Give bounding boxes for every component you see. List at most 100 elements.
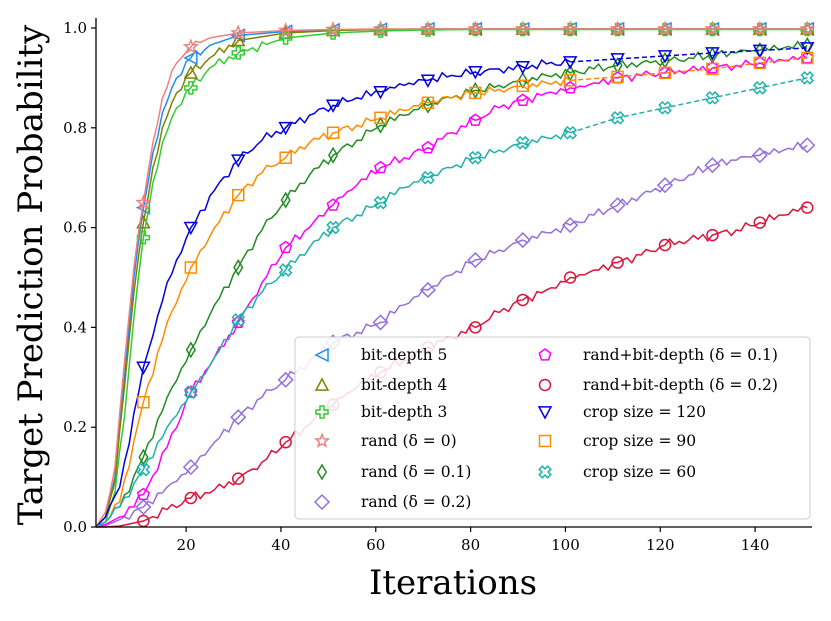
legend-marker-crop-size-120 xyxy=(537,406,553,420)
y-tick-label-0.4: 0.4 xyxy=(63,318,87,336)
point-rand-bit-depth-delta-0-1-91 xyxy=(516,93,530,106)
point-crop-size-90-71 xyxy=(421,96,435,110)
point-crop-size-120-31 xyxy=(230,154,246,168)
point-crop-size-120-91 xyxy=(515,61,531,75)
point-crop-size-120-131 xyxy=(705,47,720,61)
point-rand-delta-0-91 xyxy=(514,20,531,36)
point-bit-depth-3-41 xyxy=(278,31,293,45)
point-rand-bit-depth-delta-0-1-71 xyxy=(421,140,435,154)
point-rand-bit-depth-delta-0-2-31 xyxy=(232,472,245,485)
x-tick-label-20: 20 xyxy=(177,536,196,554)
legend: bit-depth 5 bit-depth 4 bit-depth 3 rand (δ… xyxy=(294,336,811,520)
axes xyxy=(95,18,812,528)
point-crop-size-90-21 xyxy=(184,261,198,274)
point-crop-size-90-61 xyxy=(374,111,387,125)
legend-item-rand-delta-0: rand (δ = 0) xyxy=(313,432,457,450)
line-crop-size-120-solid xyxy=(95,58,571,528)
legend-item-bit-depth-5: bit-depth 5 xyxy=(314,346,447,364)
legend-item-rand-delta-0-1: rand (δ = 0.1) xyxy=(316,463,471,481)
point-crop-size-120-141 xyxy=(752,44,768,59)
legend-marker-rand-bit-depth-delta-0-2 xyxy=(538,378,552,392)
point-rand-bit-depth-delta-0-1-61 xyxy=(373,160,388,174)
legend-item-crop-size-90: crop size = 90 xyxy=(538,432,696,450)
point-rand-bit-depth-delta-0-2-151 xyxy=(801,201,814,214)
legend-marker-rand-delta-0 xyxy=(313,432,331,448)
point-crop-size-120-81 xyxy=(468,66,483,80)
point-rand-delta-0-51 xyxy=(324,20,342,37)
y-tick-label-0: 0.0 xyxy=(63,518,87,536)
point-rand-delta-0-31 xyxy=(230,24,247,40)
point-crop-size-60-11 xyxy=(136,462,151,477)
point-crop-size-60-51 xyxy=(326,220,340,235)
point-crop-size-60-111 xyxy=(610,110,625,125)
point-crop-size-60-61 xyxy=(373,195,388,210)
point-crop-size-90-11 xyxy=(137,395,150,409)
point-rand-delta-0-1-11 xyxy=(138,448,149,466)
point-rand-delta-0-101 xyxy=(562,20,579,36)
point-rand-delta-0-2-61 xyxy=(372,314,389,331)
line-rand-delta-0-2 xyxy=(95,141,808,528)
line-rand-delta-0 xyxy=(95,28,808,528)
point-crop-size-60-91 xyxy=(515,135,530,150)
legend-marker-crop-size-90 xyxy=(538,434,552,448)
legend-label-crop-size-120: crop size = 120 xyxy=(583,403,706,421)
point-rand-delta-0-121 xyxy=(656,20,674,36)
legend-item-crop-size-60: crop size = 60 xyxy=(538,463,696,481)
ticks: 20 40 60 80 100 120 140 0.0 0.2 0.4 0.6 0.8 1.0 xyxy=(63,19,769,554)
line-crop-size-60-solid xyxy=(95,128,571,528)
point-rand-delta-0-2-91 xyxy=(514,232,531,249)
legend-label-bit-depth-3: bit-depth 3 xyxy=(361,403,447,421)
point-crop-size-120-101 xyxy=(562,56,578,70)
point-rand-bit-depth-delta-0-2-91 xyxy=(516,293,530,307)
point-crop-size-90-141 xyxy=(753,56,767,70)
point-rand-delta-0-81 xyxy=(467,20,484,36)
legend-item-rand-bit-depth-delta-0-2: rand+bit-depth (δ = 0.2) xyxy=(538,376,778,394)
point-rand-bit-depth-delta-0-1-51 xyxy=(326,198,340,211)
legend-label-bit-depth-4: bit-depth 4 xyxy=(361,376,448,394)
y-tick-label-0.6: 0.6 xyxy=(63,219,87,237)
point-crop-size-120-71 xyxy=(420,74,436,88)
point-rand-bit-depth-delta-0-2-101 xyxy=(563,271,577,284)
legend-marker-crop-size-60 xyxy=(538,465,552,479)
legend-marker-bit-depth-5 xyxy=(314,347,329,363)
x-tick-label-40: 40 xyxy=(271,536,290,554)
legend-label-rand-bit-depth-delta-0-1: rand+bit-depth (δ = 0.1) xyxy=(583,346,778,364)
x-tick-label-60: 60 xyxy=(366,536,385,554)
point-bit-depth-4-31 xyxy=(230,32,246,47)
point-rand-delta-0-141 xyxy=(751,20,768,36)
point-crop-size-60-121 xyxy=(658,100,672,115)
point-crop-size-90-131 xyxy=(706,62,719,76)
series-rand-delta-0-2 xyxy=(95,137,816,528)
point-rand-bit-depth-delta-0-1-81 xyxy=(468,113,482,126)
point-crop-size-120-121 xyxy=(657,50,673,64)
point-rand-bit-depth-delta-0-2-141 xyxy=(753,216,767,229)
point-rand-delta-0-2-121 xyxy=(656,177,674,194)
line-crop-size-90-solid xyxy=(95,75,571,528)
point-crop-size-90-121 xyxy=(658,66,672,80)
point-rand-bit-depth-delta-0-1-31 xyxy=(231,315,245,329)
point-rand-delta-0-2-151 xyxy=(799,137,816,154)
point-crop-size-60-81 xyxy=(468,150,483,165)
legend-item-bit-depth-3: bit-depth 3 xyxy=(315,403,447,421)
point-rand-delta-0-2-31 xyxy=(230,409,247,426)
x-tick-label-80: 80 xyxy=(461,536,480,554)
legend-marker-rand-delta-0-2 xyxy=(313,493,331,511)
point-crop-size-90-31 xyxy=(232,188,245,202)
point-rand-delta-0-111 xyxy=(609,20,626,36)
point-rand-delta-0-2-111 xyxy=(609,197,626,214)
point-rand-delta-0-1-91 xyxy=(517,71,528,89)
point-rand-delta-0-2-11 xyxy=(135,498,152,516)
point-crop-size-90-101 xyxy=(563,74,577,87)
plot-series xyxy=(95,20,816,528)
point-crop-size-60-101 xyxy=(563,125,578,140)
series-crop-size-120 xyxy=(95,42,815,528)
point-rand-bit-depth-delta-0-2-111 xyxy=(611,256,624,269)
point-bit-depth-4-21 xyxy=(183,65,199,79)
point-rand-delta-0-41 xyxy=(277,21,294,38)
point-rand-delta-0-2-41 xyxy=(277,371,294,388)
point-bit-depth-3-51 xyxy=(326,26,340,40)
point-crop-size-90-81 xyxy=(469,86,482,100)
point-crop-size-120-21 xyxy=(183,221,199,236)
series-rand-delta-0 xyxy=(95,20,816,528)
